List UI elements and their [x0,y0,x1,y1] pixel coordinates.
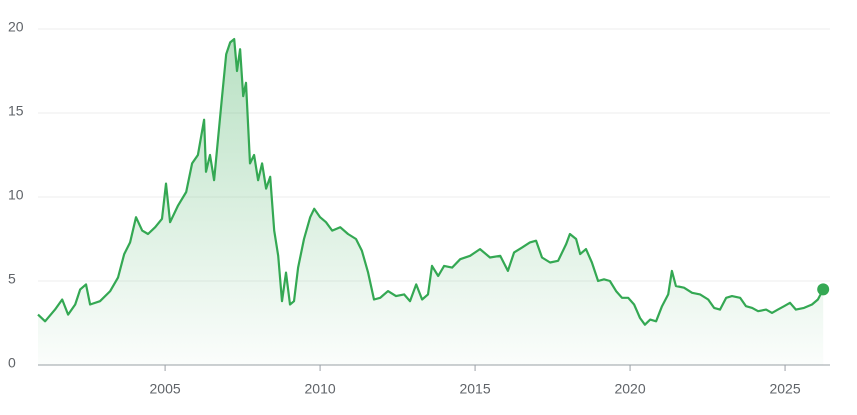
line [37,38,825,326]
y-tick-label: 20 [8,19,24,35]
y-tick-label: 5 [8,271,16,287]
x-tick-label: 2015 [459,381,490,397]
y-tick-label: 0 [8,355,16,371]
area [38,39,824,365]
x-tick-label: 2010 [305,381,336,397]
y-tick-label: 15 [8,103,24,119]
x-tick-label: 2005 [150,381,181,397]
x-tick-label: 2020 [614,381,645,397]
end-point [817,283,830,296]
x-tick-label: 2025 [769,381,800,397]
y-tick-label: 10 [8,187,24,203]
